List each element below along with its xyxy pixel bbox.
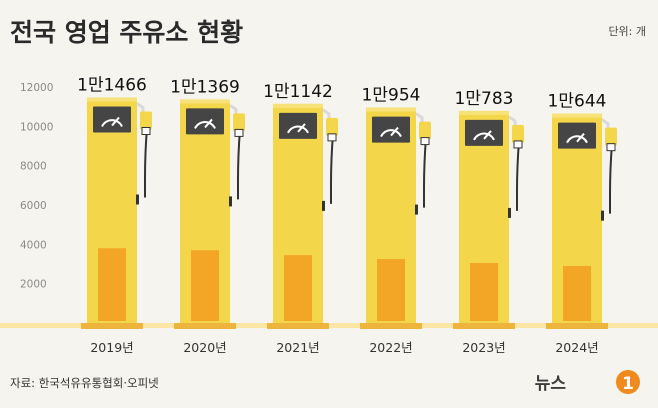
pump-hose [516, 140, 520, 211]
value-label: 1만644 [548, 92, 607, 112]
pump-fill-window [191, 250, 219, 321]
nozzle-tip [141, 127, 151, 136]
pump-gauge-needle [111, 116, 120, 127]
pump-gauge-dial [566, 135, 588, 144]
pump-group: 1만1466 [77, 76, 152, 329]
unit-label: 단위: 개 [608, 25, 646, 38]
x-tick-label: 2022년 [369, 340, 412, 355]
nozzle-tip [234, 128, 244, 137]
x-tick-label: 2024년 [555, 340, 598, 355]
nozzle-icon [233, 113, 245, 132]
nozzle-icon [140, 111, 152, 130]
pump-gauge-needle [576, 133, 585, 143]
value-label: 1만954 [362, 86, 421, 106]
pump-gauge-dial [101, 119, 123, 127]
hose-clip [229, 196, 232, 207]
nozzle-tip [513, 140, 523, 149]
y-tick-label: 10000 [20, 121, 53, 133]
source-text: 자료: 한국석유유통협회·오피넷 [10, 376, 159, 390]
hose-clip [322, 200, 325, 211]
pump-fill-window [98, 248, 126, 321]
pump-group: 1만783 [453, 89, 524, 329]
pump-gauge-dial [287, 125, 309, 134]
pump-gauge-needle [483, 130, 492, 140]
pump-gauge-dial [380, 129, 402, 138]
pump-base [174, 323, 236, 329]
value-label: 1만1369 [170, 77, 240, 97]
value-label: 1만783 [455, 89, 514, 109]
hose-clip [136, 194, 139, 205]
pump-hose [330, 133, 334, 204]
chart-title: 전국 영업 주유소 현황 [10, 18, 243, 47]
hose-clip [601, 210, 604, 221]
pump-gauge-needle [390, 126, 399, 137]
y-tick-label: 6000 [20, 200, 47, 212]
brand-logo-numeral: 1 [622, 374, 634, 394]
brand-logo-visible: 뉴스 [535, 374, 567, 394]
nozzle-arm [415, 112, 424, 124]
pump-fill-window [284, 255, 312, 321]
pump-gauge-needle [204, 118, 213, 129]
x-tick-label: 2020년 [183, 340, 226, 355]
pump-group: 1만954 [360, 86, 431, 329]
pump-hose [237, 129, 241, 200]
x-tick-label: 2023년 [462, 340, 505, 355]
nozzle-tip [606, 143, 616, 152]
pump-top-highlight [552, 113, 602, 118]
hose-clip [508, 207, 511, 218]
pump-group: 1만1142 [263, 82, 338, 329]
pump-gauge-dial [473, 132, 495, 141]
nozzle-icon [326, 117, 338, 136]
pump-base [453, 323, 515, 329]
pump-fill-window [377, 259, 405, 321]
pump-base [360, 323, 422, 329]
nozzle-tip [420, 137, 430, 146]
hose-clip [415, 204, 418, 215]
pump-top-highlight [459, 110, 509, 115]
x-tick-label: 2021년 [276, 340, 319, 355]
pump-fill-window [470, 263, 498, 321]
nozzle-icon [512, 124, 524, 143]
x-axis-ticks: 2019년 2020년 2021년 2022년 2023년 2024년 [90, 340, 598, 355]
nozzle-tip [327, 133, 337, 142]
pump-top-highlight [273, 103, 323, 108]
y-axis-ticks: 2000 4000 6000 8000 10000 12000 [20, 82, 53, 291]
y-tick-label: 2000 [20, 279, 47, 291]
nozzle-icon [419, 121, 431, 140]
pump-group: 1만644 [546, 92, 617, 329]
nozzle-icon [605, 127, 617, 146]
pump-hose [423, 137, 427, 208]
pump-top-highlight [87, 97, 137, 102]
nozzle-arm [508, 115, 517, 127]
value-label: 1만1142 [263, 82, 333, 102]
pump-base [546, 323, 608, 329]
pump-hose [144, 127, 148, 198]
pump-top-highlight [366, 107, 416, 112]
pump-base [81, 323, 143, 329]
pump-base [267, 323, 329, 329]
pump-top-highlight [180, 99, 230, 104]
pump-gauge-needle [297, 123, 306, 133]
pump-group: 1만1369 [170, 77, 245, 329]
pump-fill-window [563, 265, 591, 321]
value-label: 1만1466 [77, 76, 147, 96]
brand-logo-mark [616, 370, 640, 394]
y-tick-label: 8000 [20, 161, 47, 173]
pump-hose [609, 143, 613, 214]
pump-gauge-dial [194, 120, 216, 129]
y-tick-label: 4000 [20, 239, 47, 251]
pump-bars: 1만1466 1만1369 1만1142 1만954 1만783 1만644 [77, 76, 617, 329]
y-tick-label: 12000 [20, 82, 53, 94]
brand-logo: 뉴스1 뉴스 1 [535, 370, 640, 394]
x-tick-label: 2019년 [90, 340, 133, 355]
